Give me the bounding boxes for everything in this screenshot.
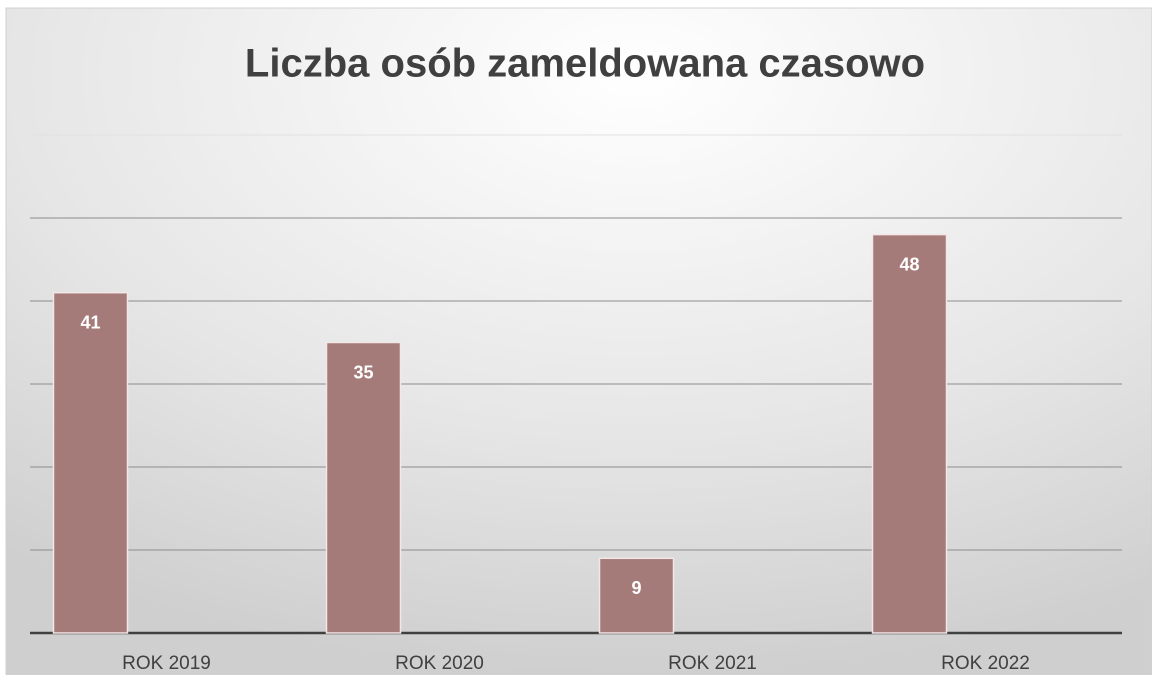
bar <box>325 341 402 634</box>
bar <box>52 291 129 634</box>
bar <box>871 233 948 634</box>
data-label: 35 <box>353 362 373 382</box>
x-tick-label: ROK 2022 <box>941 653 1030 674</box>
x-tick-label: ROK 2019 <box>122 653 211 674</box>
data-label: 48 <box>899 254 919 274</box>
x-tick-label: ROK 2020 <box>395 653 484 674</box>
data-label: 41 <box>80 312 100 332</box>
data-label: 9 <box>631 578 641 598</box>
chart-background <box>5 7 1152 675</box>
bar <box>598 557 675 634</box>
x-tick-label: ROK 2021 <box>668 653 757 674</box>
chart-title: Liczba osób zameldowana czasowo <box>245 42 925 86</box>
